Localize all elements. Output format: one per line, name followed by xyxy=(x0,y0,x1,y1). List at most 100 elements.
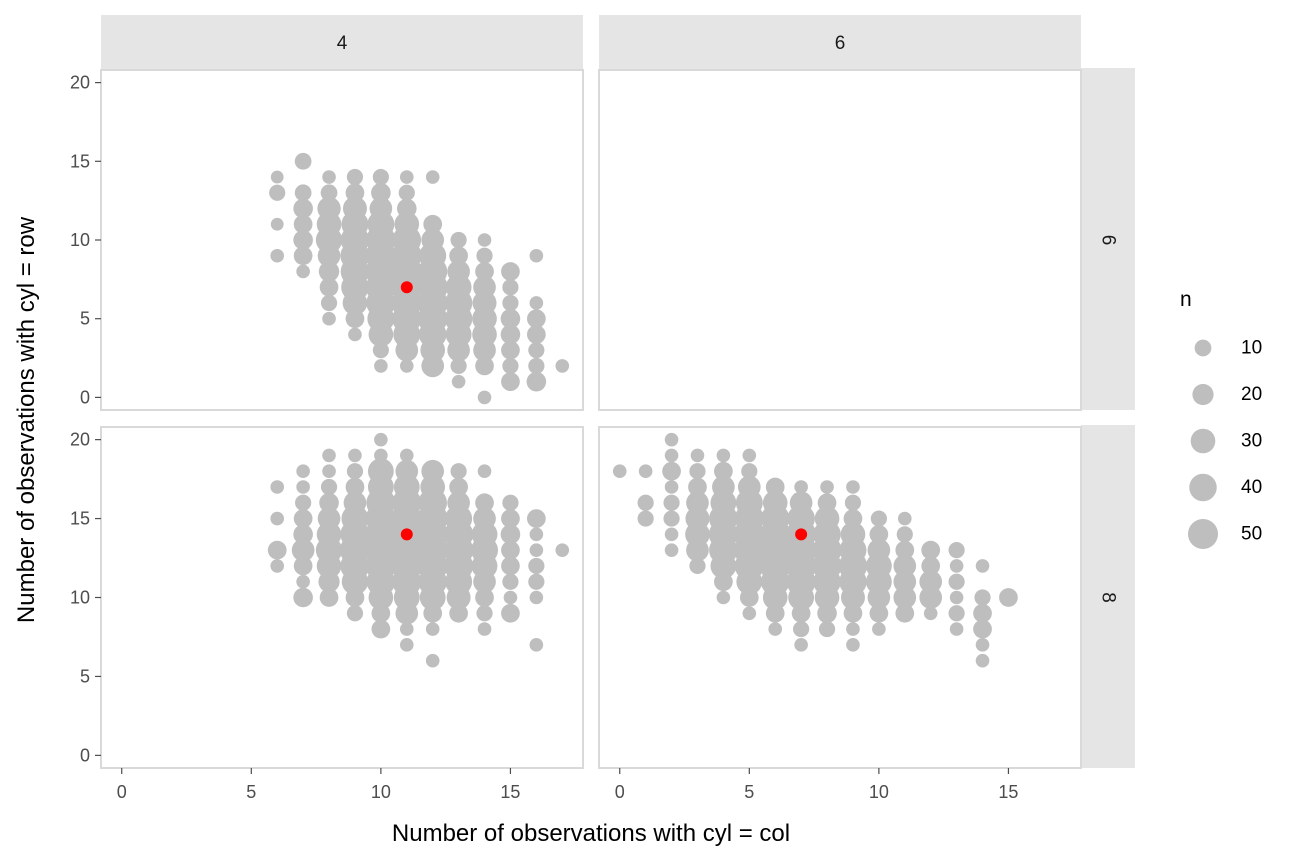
data-point xyxy=(762,490,788,516)
data-point xyxy=(421,354,445,378)
strip-col-6 xyxy=(599,15,1081,70)
data-point xyxy=(840,585,865,610)
data-point xyxy=(371,619,391,639)
data-point xyxy=(295,494,312,511)
data-point xyxy=(423,214,443,234)
legend-key xyxy=(1192,383,1214,406)
data-point xyxy=(716,590,731,605)
data-point xyxy=(399,448,414,463)
data-point xyxy=(664,432,679,447)
data-point xyxy=(712,475,735,499)
data-point xyxy=(664,527,679,542)
data-point xyxy=(446,585,471,610)
data-point xyxy=(502,357,519,375)
data-point xyxy=(322,311,336,326)
data-point xyxy=(689,557,706,575)
data-point xyxy=(663,510,680,527)
data-point xyxy=(368,322,394,347)
data-point xyxy=(893,570,917,594)
strip-col-label: 6 xyxy=(835,33,846,54)
data-point xyxy=(270,170,284,184)
data-point xyxy=(714,572,733,592)
data-point xyxy=(270,248,285,263)
panel-border xyxy=(598,426,1082,769)
data-point xyxy=(742,606,757,621)
data-point xyxy=(471,521,498,548)
legend-key xyxy=(1190,428,1216,454)
data-point xyxy=(296,574,310,589)
data-point xyxy=(503,590,518,605)
data-point xyxy=(322,448,336,463)
data-point xyxy=(473,507,496,530)
data-point xyxy=(526,371,547,392)
y-tick-label: 10 xyxy=(70,588,90,608)
data-point xyxy=(638,464,653,479)
data-point xyxy=(529,543,544,557)
data-point xyxy=(814,506,840,531)
data-point xyxy=(267,540,287,560)
panel-border xyxy=(598,69,1082,411)
data-point xyxy=(342,196,367,221)
y-tick-label: 5 xyxy=(80,309,90,329)
y-tick-label: 0 xyxy=(80,745,90,765)
data-point xyxy=(471,553,498,579)
legend-label: 40 xyxy=(1241,477,1262,498)
data-point xyxy=(818,620,836,638)
data-point xyxy=(529,248,544,263)
data-point xyxy=(948,605,965,622)
data-point xyxy=(477,390,492,405)
data-point xyxy=(293,587,313,608)
data-point xyxy=(316,553,342,579)
data-point xyxy=(447,260,470,283)
data-point xyxy=(949,590,964,605)
data-point xyxy=(477,464,492,479)
data-point xyxy=(526,509,546,528)
y-tick-label: 5 xyxy=(80,666,90,686)
data-point xyxy=(919,586,943,609)
data-point xyxy=(293,230,313,250)
data-point xyxy=(395,459,419,483)
data-point xyxy=(369,197,393,220)
legend-label: 20 xyxy=(1241,384,1262,405)
data-point xyxy=(421,459,445,483)
data-point xyxy=(296,464,310,479)
data-point xyxy=(529,638,544,652)
data-point xyxy=(896,526,913,543)
data-point xyxy=(867,538,891,562)
data-point xyxy=(372,342,389,359)
x-tick-label: 0 xyxy=(615,782,625,802)
data-point xyxy=(736,568,763,595)
data-point xyxy=(393,474,420,500)
data-point xyxy=(293,198,313,219)
data-point xyxy=(425,653,440,668)
data-point xyxy=(846,638,860,652)
data-point xyxy=(346,463,364,480)
x-tick-label: 15 xyxy=(998,782,1018,802)
data-point xyxy=(322,170,336,184)
data-point xyxy=(663,494,680,511)
data-point xyxy=(342,290,368,316)
data-point xyxy=(346,168,364,186)
data-point xyxy=(870,510,887,527)
data-point xyxy=(690,448,705,463)
data-point xyxy=(293,509,313,528)
data-point xyxy=(322,464,336,479)
strip-row-label: 8 xyxy=(1098,592,1119,603)
facet-panels: 4 6 6 8 0 5 10 15 20 0 5 10 15 20 0 5 10 15 0 5 10 15 xyxy=(70,15,1135,802)
data-point xyxy=(476,247,493,264)
data-point xyxy=(500,524,521,545)
data-point xyxy=(793,620,810,638)
data-point xyxy=(664,543,679,557)
data-point xyxy=(270,217,284,231)
data-point xyxy=(475,588,494,607)
data-point xyxy=(501,540,520,560)
data-point xyxy=(477,233,492,247)
data-point xyxy=(348,448,362,463)
data-point xyxy=(529,590,544,605)
data-point xyxy=(319,588,339,607)
x-axis-title: Number of observations with cyl = col xyxy=(392,820,790,847)
data-point xyxy=(395,338,419,362)
data-point xyxy=(528,342,545,359)
data-point xyxy=(893,554,917,578)
